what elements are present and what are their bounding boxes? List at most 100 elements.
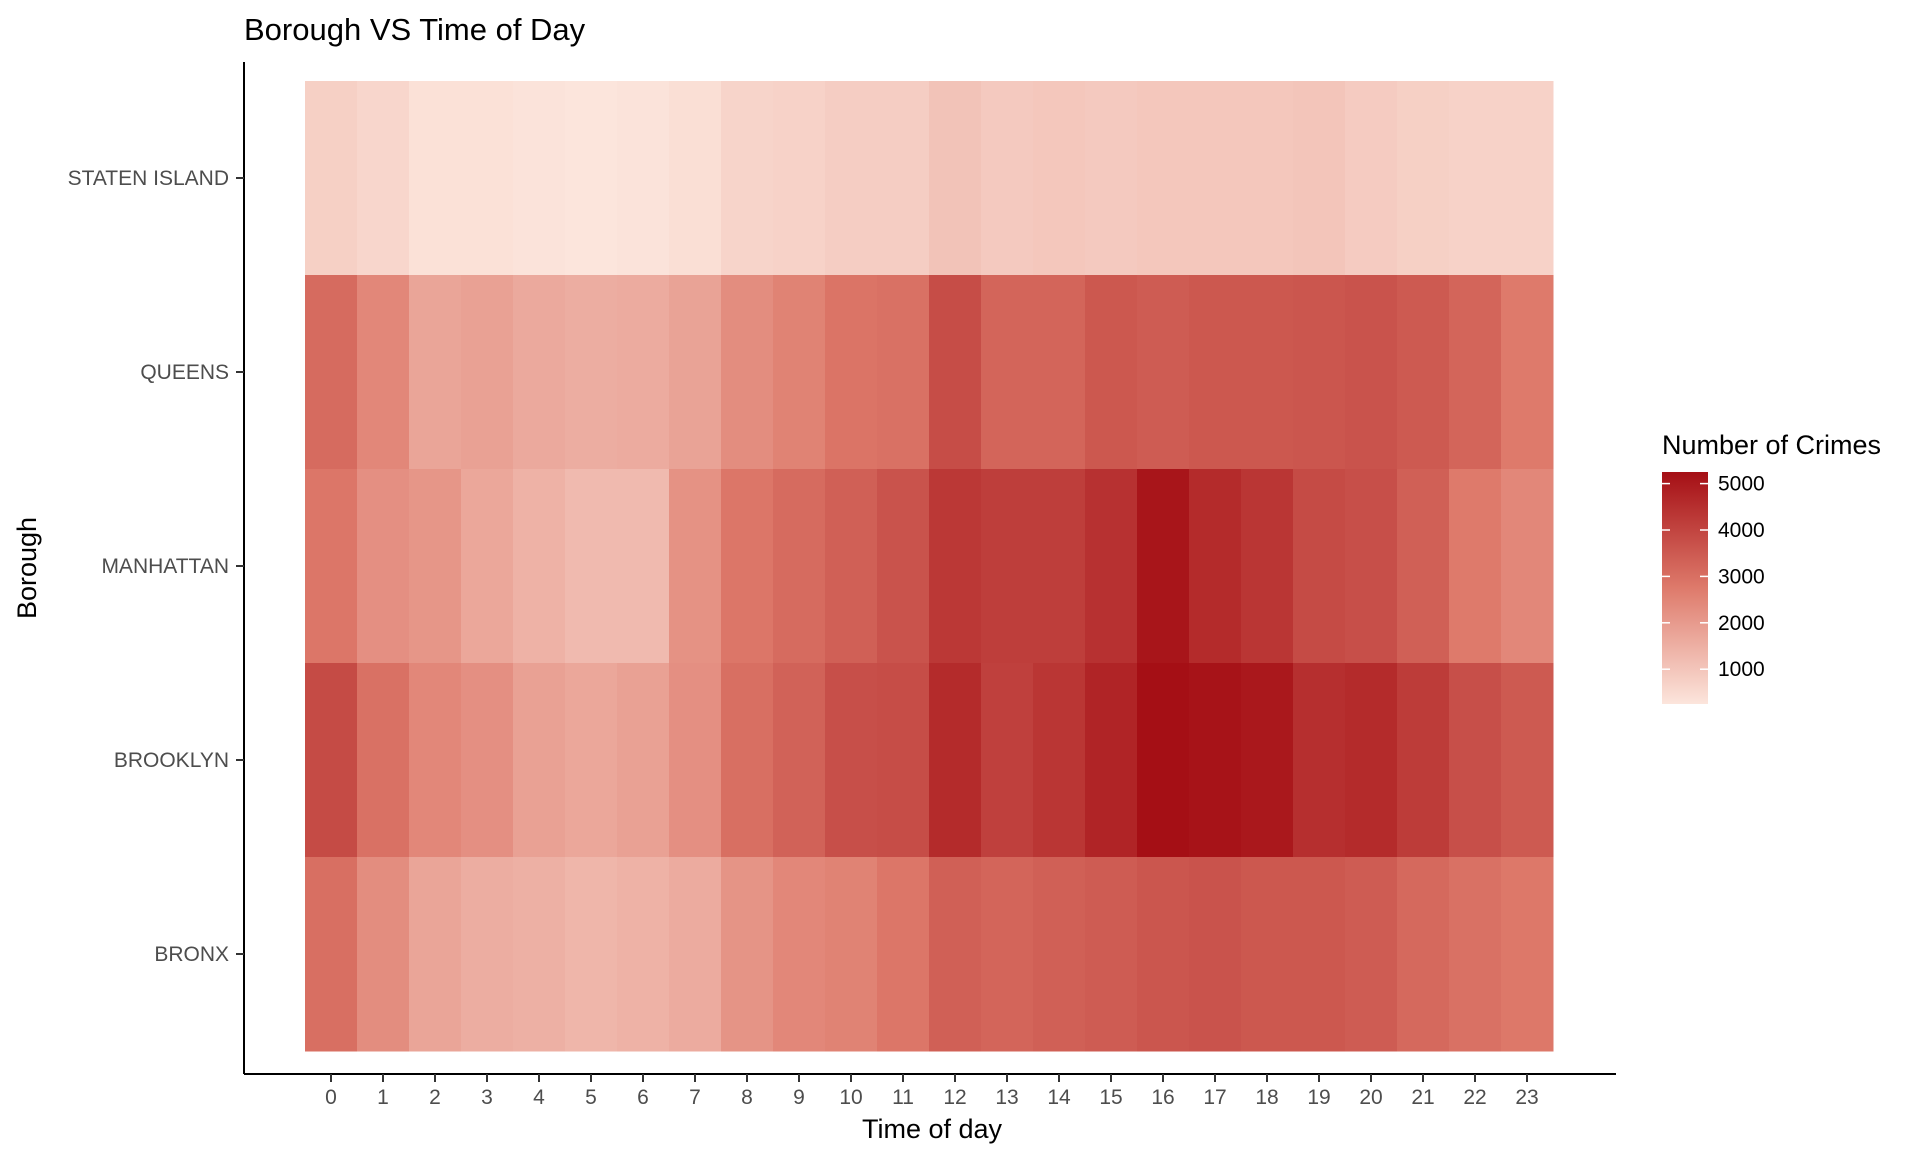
heatmap-cell — [825, 469, 878, 664]
heatmap-cell — [513, 81, 566, 276]
x-tick-label: 21 — [1411, 1086, 1434, 1109]
heatmap-cell — [513, 857, 566, 1052]
heatmap-cell — [1449, 663, 1502, 858]
heatmap-cell — [1501, 857, 1554, 1052]
heatmap-cell — [1345, 275, 1398, 470]
heatmap-cell — [1501, 81, 1554, 276]
heatmap-cell — [305, 663, 358, 858]
heatmap-cell — [1293, 469, 1346, 664]
heatmap-cell — [1449, 81, 1502, 276]
heatmap-cell — [929, 469, 982, 664]
heatmap-cell — [981, 275, 1034, 470]
heatmap-cell — [461, 663, 514, 858]
x-tick-label: 8 — [741, 1086, 753, 1109]
legend-colorbar — [1662, 472, 1708, 704]
heatmap-cell — [1085, 81, 1138, 276]
heatmap-cell — [1345, 857, 1398, 1052]
heatmap-cell — [1397, 469, 1450, 664]
heatmap-cell — [305, 469, 358, 664]
heatmap-cell — [1189, 275, 1242, 470]
x-tick-label: 12 — [943, 1086, 966, 1109]
legend: Number of Crimes 1000 2000 3000 4000 5000 — [1662, 430, 1881, 704]
x-tick-label: 6 — [637, 1086, 649, 1109]
heatmap-cell — [1085, 469, 1138, 664]
heatmap-cell — [1397, 857, 1450, 1052]
chart-title: Borough VS Time of Day — [244, 12, 586, 47]
heatmap-cell — [1449, 857, 1502, 1052]
heatmap-cell — [981, 81, 1034, 276]
heatmap-cell — [565, 275, 618, 470]
x-tick-label: 7 — [689, 1086, 701, 1109]
heatmap-cell — [1033, 81, 1086, 276]
x-tick-label: 2 — [429, 1086, 441, 1109]
x-tick-label: 1 — [377, 1086, 389, 1109]
heatmap-cell — [1033, 663, 1086, 858]
x-tick-label: 10 — [839, 1086, 862, 1109]
x-tick-label: 13 — [995, 1086, 1018, 1109]
heatmap-cell — [981, 663, 1034, 858]
heatmap-cell — [721, 275, 774, 470]
heatmap-cell — [1449, 469, 1502, 664]
heatmap-cell — [877, 663, 930, 858]
heatmap-cell — [1293, 275, 1346, 470]
heatmap-cell — [1033, 469, 1086, 664]
legend-tick-label: 1000 — [1718, 658, 1765, 681]
heatmap-cell — [565, 663, 618, 858]
heatmap-cell — [669, 81, 722, 276]
x-tick-label: 20 — [1359, 1086, 1382, 1109]
x-tick-label: 15 — [1099, 1086, 1122, 1109]
heatmap-cell — [1241, 469, 1294, 664]
heatmap-tiles — [305, 81, 1554, 1052]
legend-tick-label: 3000 — [1718, 565, 1765, 588]
heatmap-cell — [357, 469, 410, 664]
heatmap-cell — [565, 81, 618, 276]
x-tick-label: 16 — [1151, 1086, 1174, 1109]
x-tick-label: 22 — [1463, 1086, 1486, 1109]
heatmap-cell — [1241, 275, 1294, 470]
heatmap-cell — [1189, 663, 1242, 858]
x-tick-label: 23 — [1515, 1086, 1538, 1109]
heatmap-cell — [1293, 663, 1346, 858]
heatmap-cell — [1293, 81, 1346, 276]
heatmap-cell — [1293, 857, 1346, 1052]
heatmap-cell — [1501, 663, 1554, 858]
heatmap-cell — [1085, 275, 1138, 470]
heatmap-cell — [409, 275, 462, 470]
heatmap-cell — [929, 857, 982, 1052]
heatmap-cell — [1241, 663, 1294, 858]
heatmap-cell — [357, 275, 410, 470]
heatmap-cell — [877, 81, 930, 276]
heatmap-cell — [877, 469, 930, 664]
heatmap-cell — [1137, 663, 1190, 858]
heatmap-cell — [1189, 469, 1242, 664]
heatmap-cell — [877, 275, 930, 470]
heatmap-cell — [305, 275, 358, 470]
x-tick-label: 9 — [793, 1086, 805, 1109]
heatmap-cell — [617, 469, 670, 664]
heatmap-cell — [1189, 857, 1242, 1052]
heatmap-cell — [1345, 81, 1398, 276]
x-tick-label: 5 — [585, 1086, 597, 1109]
legend-tick-label: 5000 — [1718, 473, 1765, 496]
x-axis-ticks: 0 1 2 3 4 5 6 7 8 9 10 11 12 13 14 15 16 17 18 19 20 21 22 23 — [325, 1074, 1539, 1109]
heatmap-cell — [617, 857, 670, 1052]
x-tick-label: 0 — [325, 1086, 337, 1109]
heatmap-cell — [409, 663, 462, 858]
heatmap-cell — [461, 275, 514, 470]
heatmap-cell — [825, 663, 878, 858]
heatmap-cell — [981, 857, 1034, 1052]
heatmap-cell — [1449, 275, 1502, 470]
heatmap-cell — [721, 469, 774, 664]
heatmap-cell — [1241, 857, 1294, 1052]
heatmap-cell — [1345, 663, 1398, 858]
x-tick-label: 18 — [1255, 1086, 1278, 1109]
heatmap-cell — [617, 81, 670, 276]
heatmap-cell — [721, 663, 774, 858]
heatmap-cell — [929, 275, 982, 470]
heatmap-cell — [669, 857, 722, 1052]
y-tick-label: STATEN ISLAND — [68, 167, 229, 190]
x-tick-label: 11 — [892, 1086, 914, 1109]
heatmap-cell — [1345, 469, 1398, 664]
heatmap-cell — [1241, 81, 1294, 276]
